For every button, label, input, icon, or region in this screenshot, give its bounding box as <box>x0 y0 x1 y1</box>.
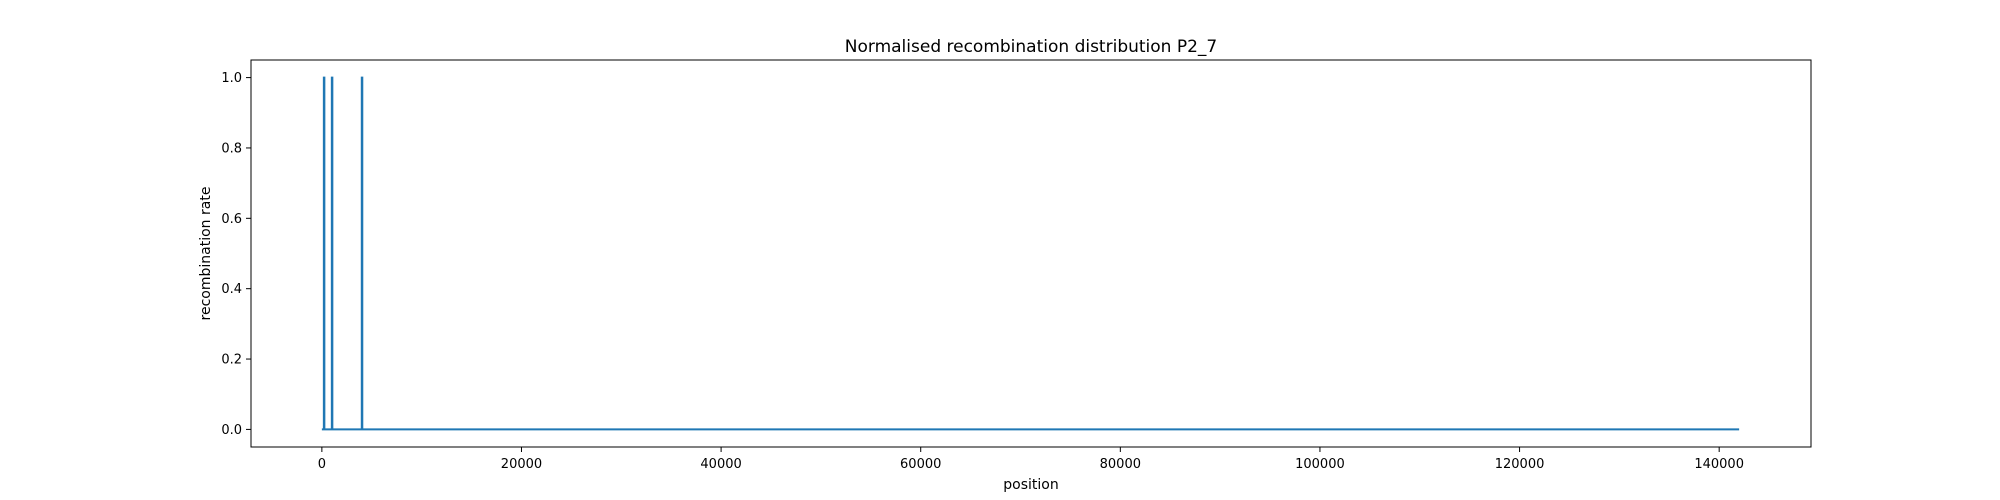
x-axis-label: position <box>1003 477 1058 493</box>
y-axis: 0.0 0.2 0.4 0.6 0.8 1.0 <box>221 71 251 438</box>
x-tick-label: 60000 <box>900 457 941 472</box>
x-tick-label: 100000 <box>1295 457 1345 472</box>
x-tick-label: 140000 <box>1694 457 1744 472</box>
x-tick-label: 40000 <box>700 457 741 472</box>
series-line-0 <box>321 76 1740 431</box>
x-axis: 0 20000 40000 60000 80000 100000 120000 140000 <box>318 447 1744 472</box>
y-tick-label: 0.8 <box>221 141 242 156</box>
y-tick-label: 0.4 <box>221 282 242 297</box>
chart-title: Normalised recombination distribution P2… <box>845 37 1217 57</box>
y-tick-label: 0.0 <box>221 423 242 438</box>
plot-frame <box>250 59 1812 448</box>
x-tick-label: 20000 <box>501 457 542 472</box>
y-tick-label: 1.0 <box>221 71 242 86</box>
y-tick-label: 0.6 <box>221 212 242 227</box>
x-tick-label: 0 <box>318 457 326 472</box>
x-tick-label: 120000 <box>1495 457 1545 472</box>
x-tick-label: 80000 <box>1100 457 1141 472</box>
plot-area <box>321 76 1740 431</box>
y-axis-label: recombination rate <box>198 187 214 321</box>
y-tick-label: 0.2 <box>221 353 242 368</box>
